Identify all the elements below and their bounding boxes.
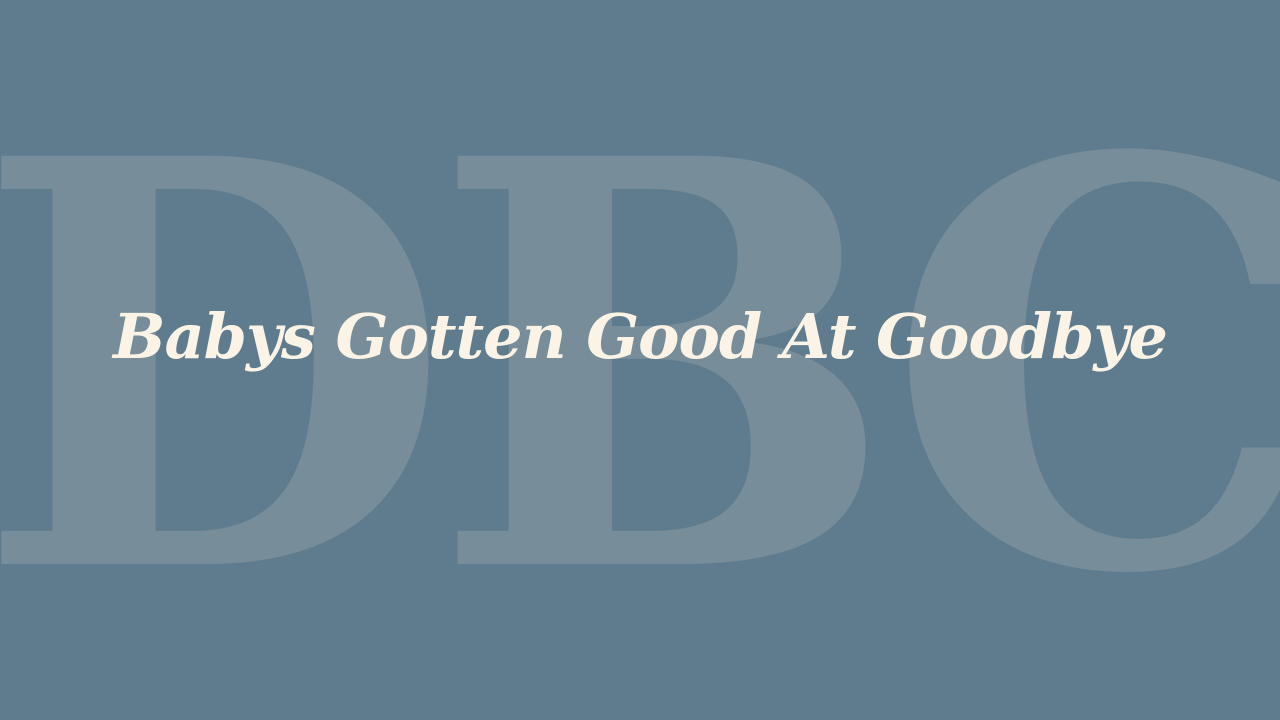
song-title: Babys Gotten Good At Goodbye xyxy=(113,300,1168,373)
